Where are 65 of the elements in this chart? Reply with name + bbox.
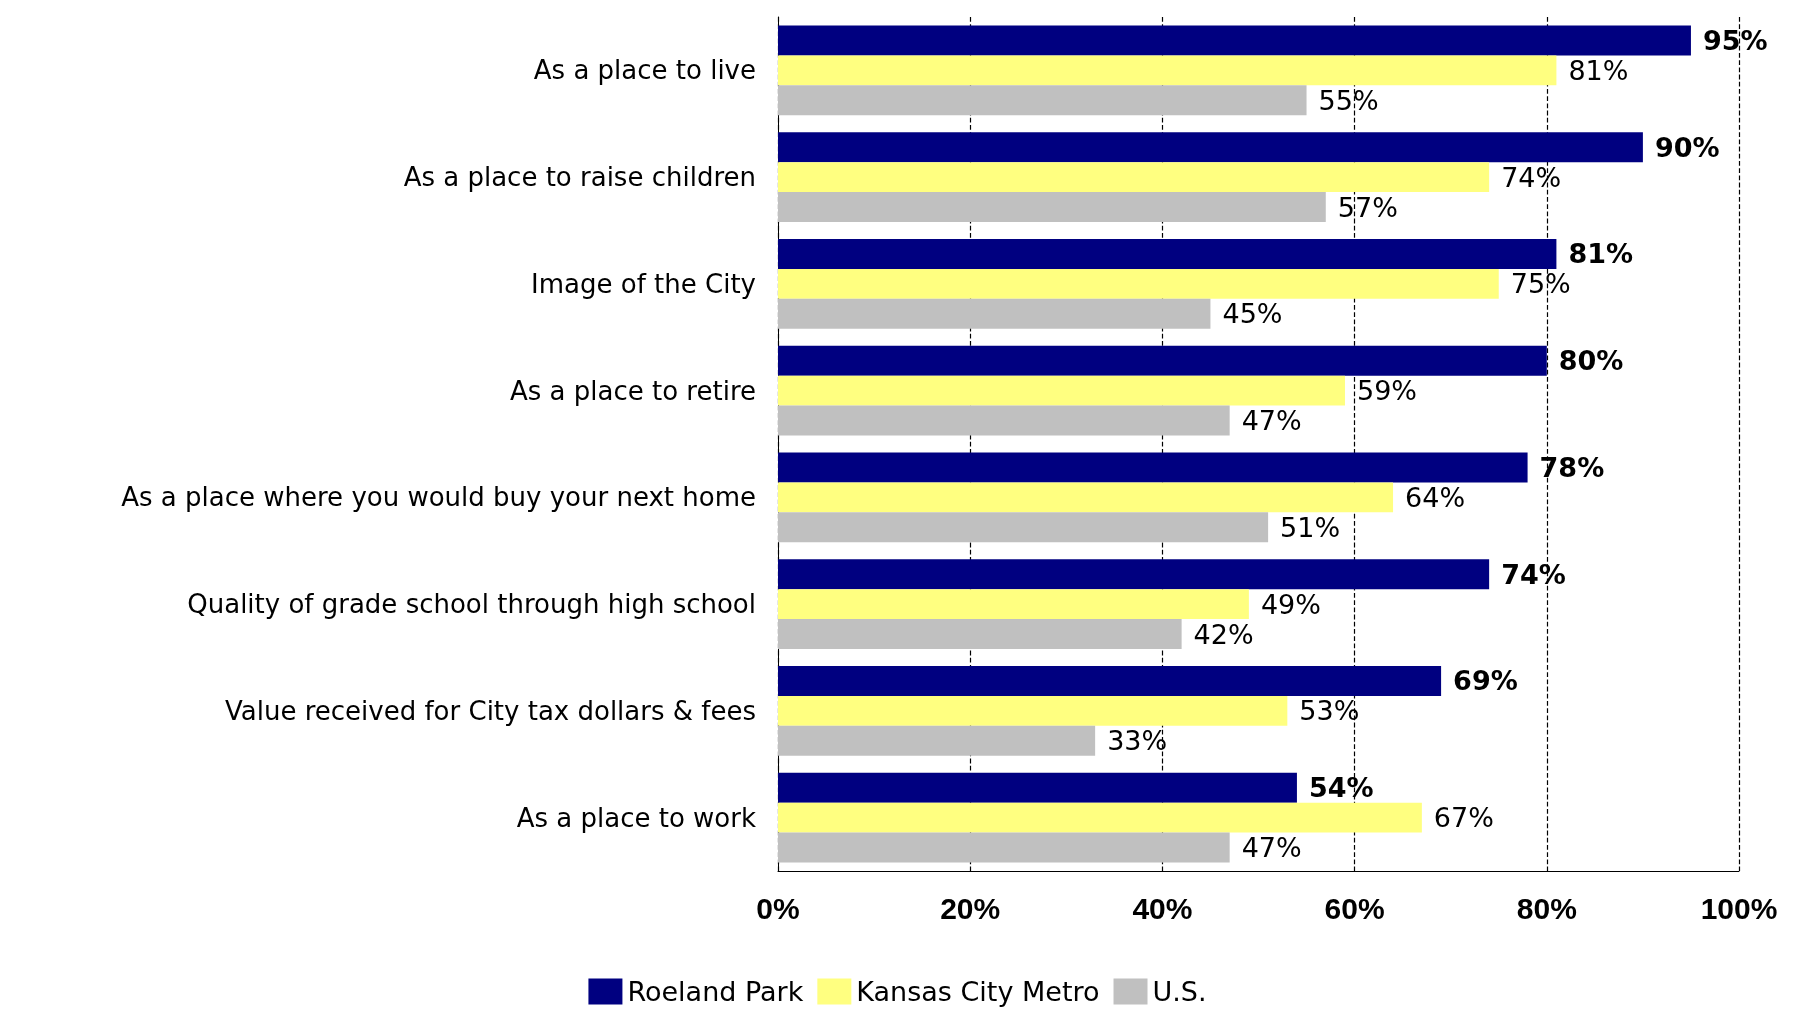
bar xyxy=(778,772,1297,803)
y-tick-label: As a place to raise children xyxy=(403,162,756,193)
bar xyxy=(778,345,1547,376)
bar xyxy=(778,239,1557,269)
legend-label: Kansas City Metro xyxy=(856,976,1100,1007)
x-tick-label: 60% xyxy=(1324,891,1385,925)
y-tick-label: As a place to retire xyxy=(509,375,756,406)
data-label: 53% xyxy=(1299,695,1360,727)
x-tick-label: 20% xyxy=(940,891,1001,925)
y-tick-label: As a place where you would buy your next home xyxy=(121,482,756,513)
data-label: 59% xyxy=(1356,375,1418,407)
y-tick-label: Image of the City xyxy=(531,268,756,299)
bar xyxy=(778,375,1345,406)
bar xyxy=(778,512,1269,543)
data-label: 81% xyxy=(1568,238,1634,270)
y-tick-label: As a place to work xyxy=(516,802,756,833)
data-label: 95% xyxy=(1702,24,1768,56)
data-label: 45% xyxy=(1222,298,1283,330)
bar xyxy=(778,482,1394,513)
x-tick-label: 0% xyxy=(756,891,800,925)
data-label: 78% xyxy=(1539,451,1605,483)
bar xyxy=(778,192,1326,222)
data-label: 90% xyxy=(1654,131,1720,163)
bar xyxy=(778,85,1307,116)
data-label: 55% xyxy=(1318,84,1379,116)
bar xyxy=(778,452,1528,483)
x-tick-label: 100% xyxy=(1700,891,1778,925)
data-label: 33% xyxy=(1107,725,1168,757)
y-tick-label: Quality of grade school through high school xyxy=(187,589,756,620)
bar xyxy=(778,559,1490,590)
data-label: 74% xyxy=(1501,558,1566,590)
data-label: 51% xyxy=(1280,511,1341,543)
bar xyxy=(778,162,1490,193)
bar xyxy=(778,802,1422,833)
legend-label: Roeland Park xyxy=(627,976,804,1007)
bar xyxy=(778,25,1691,56)
y-tick-label: As a place to live xyxy=(533,55,756,86)
data-label: 75% xyxy=(1510,268,1571,300)
bar xyxy=(778,55,1557,86)
data-label: 69% xyxy=(1453,665,1518,697)
bar xyxy=(778,695,1288,726)
bar xyxy=(778,405,1230,436)
x-tick-label: 40% xyxy=(1132,891,1193,925)
data-label: 54% xyxy=(1308,772,1374,804)
data-label: 81% xyxy=(1568,54,1629,86)
legend-label: U.S. xyxy=(1152,976,1207,1007)
data-label: 49% xyxy=(1260,588,1321,620)
y-tick-label: Value received for City tax dollars & fees xyxy=(225,695,756,726)
bar xyxy=(778,832,1230,863)
data-label: 74% xyxy=(1501,161,1562,193)
bar xyxy=(778,298,1211,329)
bar xyxy=(778,268,1499,299)
data-label: 80% xyxy=(1558,345,1624,377)
x-tick-label: 80% xyxy=(1516,891,1577,925)
data-label: 64% xyxy=(1405,481,1466,513)
bar xyxy=(778,589,1249,620)
data-label: 67% xyxy=(1433,802,1494,834)
data-label: 57% xyxy=(1337,191,1398,223)
bar xyxy=(778,725,1096,756)
bar xyxy=(778,666,1442,696)
data-label: 47% xyxy=(1241,405,1302,437)
data-label: 42% xyxy=(1193,618,1254,650)
bar xyxy=(778,132,1643,163)
bar xyxy=(778,619,1182,649)
data-label: 47% xyxy=(1241,832,1302,864)
